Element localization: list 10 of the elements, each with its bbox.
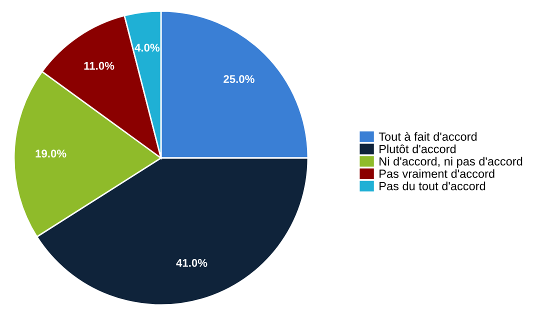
legend-label: Pas du tout d'accord (380, 182, 486, 190)
legend-label: Plutôt d'accord (380, 144, 456, 154)
data-label: 41.0% (176, 258, 208, 267)
data-label: 4.0% (134, 44, 160, 52)
data-label: 25.0% (224, 75, 254, 84)
legend-label: Ni d'accord, ni pas d'accord (380, 156, 522, 168)
data-label: 11.0% (84, 62, 114, 70)
legend-label: Pas vraiment d'accord (380, 169, 494, 178)
data-label: 19.0% (36, 150, 66, 158)
legend-label: Tout à fait d'accord (378, 132, 477, 141)
